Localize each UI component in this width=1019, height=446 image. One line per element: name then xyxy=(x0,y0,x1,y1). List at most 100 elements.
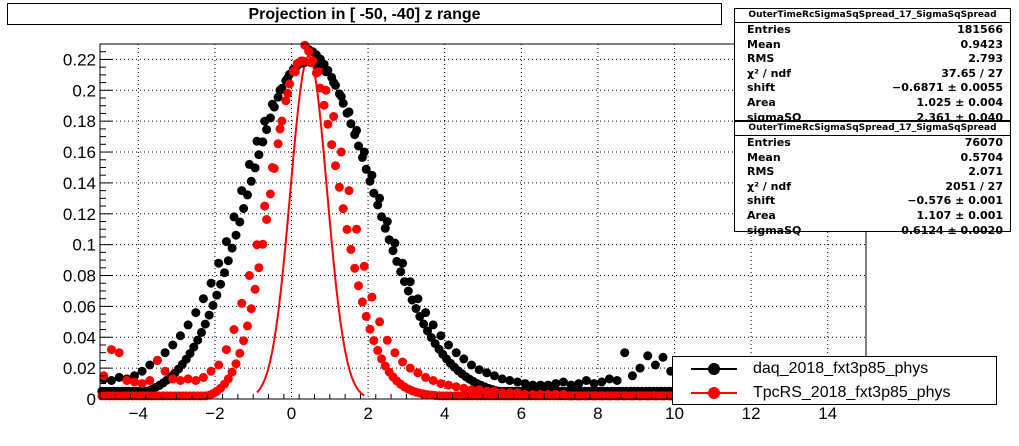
data-point xyxy=(643,391,653,401)
data-point xyxy=(413,368,423,378)
data-point xyxy=(130,371,139,381)
data-point xyxy=(650,360,660,370)
data-point xyxy=(419,319,429,329)
data-point xyxy=(281,96,291,106)
data-point xyxy=(114,372,124,382)
stats-value: 0.6124 ± 0.0020 xyxy=(901,223,1003,237)
data-point xyxy=(208,300,218,310)
data-point xyxy=(175,331,185,341)
data-point xyxy=(275,124,285,134)
data-point xyxy=(444,340,453,350)
data-point xyxy=(137,366,147,376)
data-point xyxy=(273,139,283,149)
data-point xyxy=(405,363,415,373)
data-point xyxy=(252,240,262,250)
data-point xyxy=(267,163,277,172)
x-tick-label: 2 xyxy=(363,404,372,423)
x-tick-label: 4 xyxy=(440,404,449,423)
x-tick-label: 10 xyxy=(665,404,684,423)
stats-label: χ² / ndf xyxy=(747,66,792,80)
data-point xyxy=(361,311,371,321)
data-point xyxy=(206,366,216,376)
data-point xyxy=(227,243,237,253)
data-point xyxy=(382,217,392,226)
data-point xyxy=(246,176,256,186)
data-point xyxy=(338,204,348,214)
data-point xyxy=(107,345,116,355)
data-point xyxy=(528,380,538,390)
legend: daq_2018_fxt3p85_phys TpcRS_2018_fxt3p85… xyxy=(672,356,997,405)
data-point xyxy=(405,277,415,287)
data-point xyxy=(130,377,139,387)
data-point xyxy=(321,85,331,95)
data-point xyxy=(273,92,283,102)
data-point xyxy=(367,170,377,180)
data-point xyxy=(375,317,385,327)
data-point xyxy=(200,319,210,329)
data-point xyxy=(260,116,270,126)
data-point xyxy=(369,336,379,346)
data-point xyxy=(558,377,568,387)
data-point xyxy=(436,331,446,341)
data-point xyxy=(346,119,356,129)
data-point xyxy=(403,286,413,296)
data-point xyxy=(444,380,453,390)
data-point xyxy=(145,360,155,370)
data-point xyxy=(352,125,362,135)
y-tick-label: 0.02 xyxy=(63,359,96,378)
y-tick-label: 0.14 xyxy=(63,174,96,193)
stats-value: 181566 xyxy=(957,23,1003,36)
data-point xyxy=(262,125,272,135)
data-point xyxy=(352,224,362,234)
data-point xyxy=(344,107,354,117)
data-point xyxy=(114,348,124,358)
data-point xyxy=(566,391,576,401)
data-point xyxy=(277,116,287,126)
data-point xyxy=(344,186,354,196)
data-point xyxy=(359,261,369,271)
data-point xyxy=(635,363,645,373)
data-point xyxy=(265,189,275,199)
data-point xyxy=(223,256,233,266)
data-point xyxy=(490,371,499,381)
data-point xyxy=(627,391,637,401)
data-point xyxy=(214,258,224,268)
data-point xyxy=(597,377,607,387)
data-point xyxy=(574,379,584,389)
stats-label: Entries xyxy=(747,136,791,149)
data-point xyxy=(581,391,591,401)
data-point xyxy=(635,391,645,401)
stats-value: −0.6871 ± 0.0055 xyxy=(892,81,1003,95)
data-point xyxy=(382,335,392,345)
stats-value: 2051 / 27 xyxy=(945,179,1003,193)
data-point xyxy=(396,267,406,277)
y-tick-label: 0.22 xyxy=(63,50,96,69)
stats-label: sigmaSQ xyxy=(747,223,802,237)
data-point xyxy=(528,389,538,399)
data-point xyxy=(285,79,295,89)
data-point xyxy=(175,376,185,385)
data-point xyxy=(597,391,607,401)
data-point xyxy=(604,374,614,384)
data-point xyxy=(254,263,264,273)
data-point xyxy=(436,379,446,389)
chart-title: Projection in [ -50, -40] z range xyxy=(7,3,722,25)
data-point xyxy=(589,391,599,401)
data-point xyxy=(252,136,262,146)
y-tick-label: 0.12 xyxy=(63,205,96,224)
data-point xyxy=(160,366,170,376)
data-point xyxy=(365,324,375,334)
data-point xyxy=(221,237,231,247)
data-point xyxy=(220,268,229,278)
data-point xyxy=(137,379,147,389)
stats-row: sigmaSQ 0.6124 ± 0.0020 xyxy=(735,224,1010,239)
data-point xyxy=(244,159,254,169)
data-point xyxy=(467,385,476,395)
stats-row: Mean 0.5704 xyxy=(735,151,1010,166)
data-point xyxy=(482,386,492,396)
data-point xyxy=(235,217,245,227)
data-point xyxy=(411,304,421,313)
data-point xyxy=(551,389,561,399)
data-point xyxy=(107,376,116,385)
